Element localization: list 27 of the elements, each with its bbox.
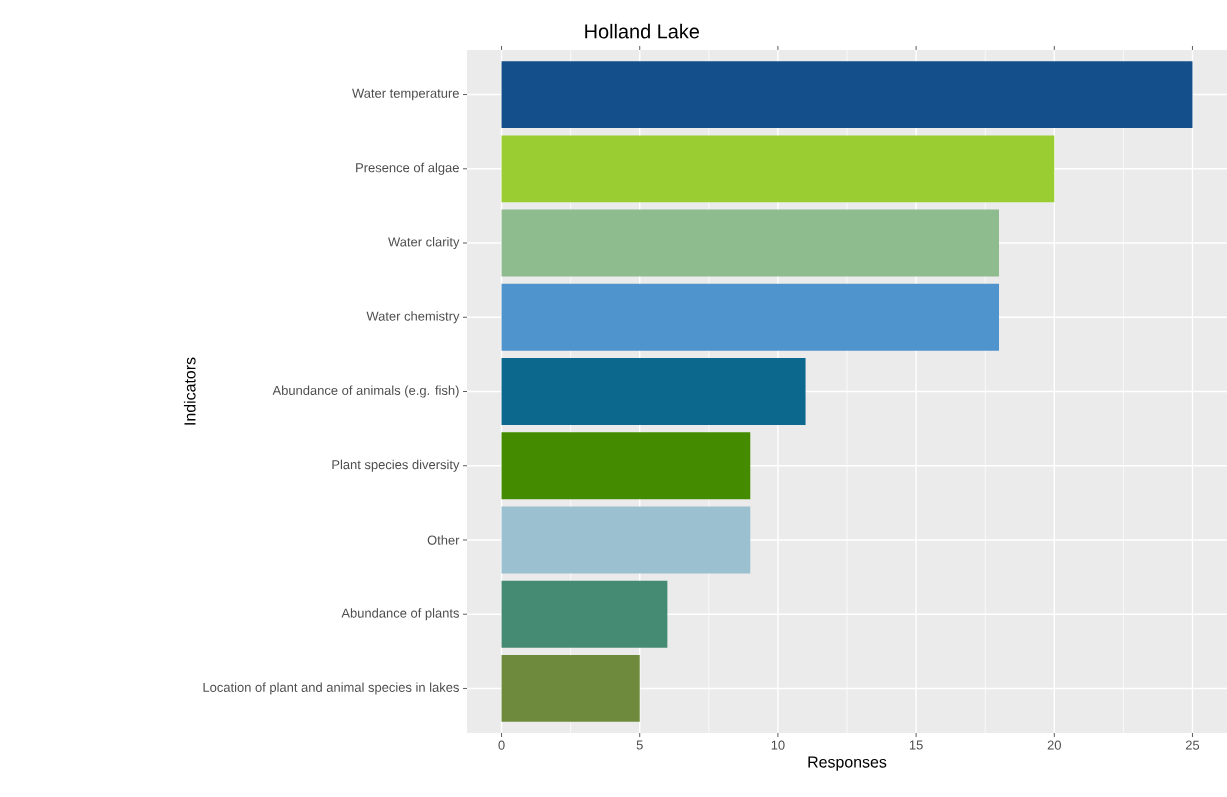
y-tick-label: Location of plant and animal species in lakes bbox=[203, 682, 459, 695]
bar bbox=[501, 61, 1193, 128]
x-tick-label: 10 bbox=[771, 740, 785, 750]
bar bbox=[501, 358, 806, 425]
bar bbox=[501, 506, 751, 574]
y-tick-label: Water chemistry bbox=[366, 311, 460, 324]
x-tick-label: 0 bbox=[498, 740, 505, 750]
y-tick-label: Plant species diversity bbox=[332, 459, 460, 472]
x-tick-label: 20 bbox=[1047, 740, 1061, 750]
bar bbox=[501, 283, 1000, 351]
bar bbox=[501, 655, 640, 722]
x-axis-title: Responses bbox=[808, 756, 887, 771]
x-tick-label: 25 bbox=[1185, 740, 1200, 750]
y-tick-label: Water clarity bbox=[388, 236, 460, 250]
bar bbox=[501, 580, 668, 648]
chart-title: Holland Lake bbox=[585, 23, 700, 39]
x-tick-label: 5 bbox=[636, 740, 643, 750]
bar bbox=[501, 135, 1055, 203]
bar bbox=[501, 432, 751, 500]
y-tick-label: Other bbox=[427, 535, 460, 545]
bar bbox=[501, 209, 1000, 277]
y-tick-label: Presence of algae bbox=[356, 162, 459, 175]
x-tick-label: 15 bbox=[909, 740, 923, 750]
y-tick-label: Abundance of animals (e.g. fish) bbox=[272, 385, 459, 398]
y-axis-title: Indicators bbox=[183, 357, 196, 425]
y-tick-label: Abundance of plants bbox=[341, 608, 459, 621]
y-tick-label: Water temperature bbox=[352, 88, 459, 101]
